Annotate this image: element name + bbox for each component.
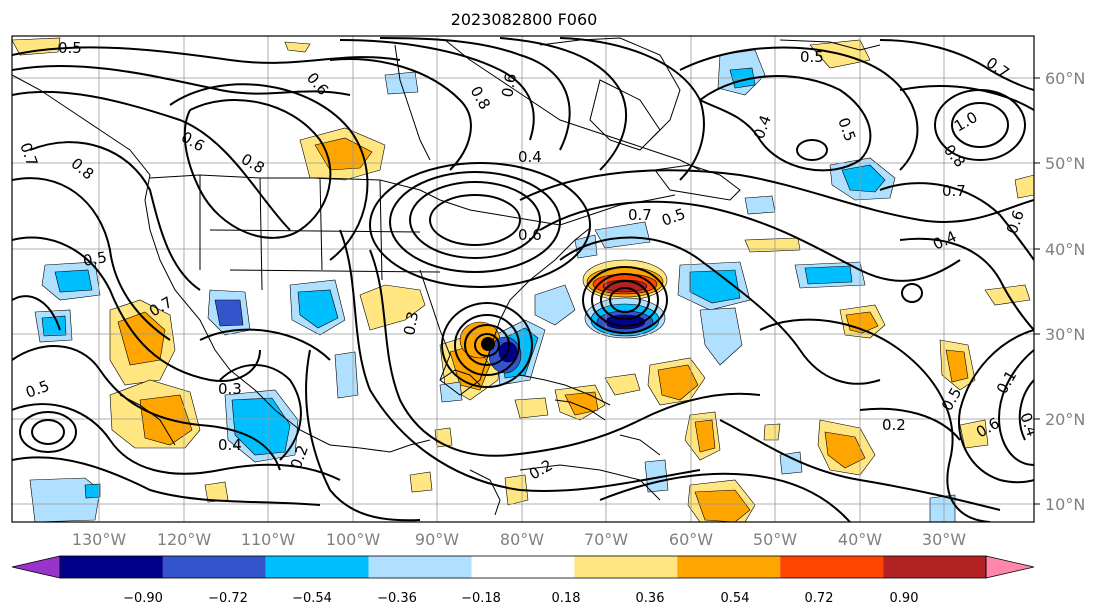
colorbar-extend-max xyxy=(985,555,1035,579)
contour-label: 0.7 xyxy=(942,182,966,200)
lat-label: 50°N xyxy=(1045,154,1085,173)
colorbar-tick-label: −0.54 xyxy=(292,591,332,606)
longitude-axis: 130°W 120°W 110°W 100°W 90°W 80°W 70°W 6… xyxy=(72,530,966,549)
colorbar-swatch xyxy=(265,556,369,578)
lon-label: 40°W xyxy=(838,530,882,549)
contour-label: 0.6 xyxy=(518,226,542,244)
storm-center-marker xyxy=(481,337,495,351)
lon-label: 30°W xyxy=(922,530,966,549)
colorbar-swatch xyxy=(574,556,678,578)
lat-label: 40°N xyxy=(1045,240,1085,259)
map-panel: 0.5 0.6 0.7 0.8 0.8 0.7 0.5 0.3 0.4 0.2 … xyxy=(12,36,1034,522)
colorbar-extend-min xyxy=(11,555,61,579)
colorbar-swatch xyxy=(471,556,575,578)
contour-label: 0.4 xyxy=(218,436,242,454)
colorbar-tick-label: −0.90 xyxy=(123,591,163,606)
colorbar-tick-label: −0.36 xyxy=(377,591,417,606)
contour-label: 0.4 xyxy=(518,148,542,166)
coastlines xyxy=(12,37,881,516)
colorbar xyxy=(11,555,1035,579)
latitude-axis: 60°N 50°N 40°N 30°N 20°N 10°N xyxy=(1034,69,1085,514)
contour-label: 0.2 xyxy=(882,416,906,434)
contour-label: 0.5 xyxy=(800,48,824,66)
graticule xyxy=(12,36,1034,522)
colorbar-swatch xyxy=(883,556,986,578)
colorbar-swatch xyxy=(60,556,163,578)
colorbar-swatch xyxy=(162,556,266,578)
lon-label: 130°W xyxy=(72,530,127,549)
colorbar-tick-label: 0.54 xyxy=(721,591,750,606)
colorbar-tick-label: 0.90 xyxy=(890,591,919,606)
contour-label: 0.5 xyxy=(58,39,82,57)
contour-label: 0.6 xyxy=(498,72,520,99)
contour-label: 0.3 xyxy=(218,380,242,398)
colorbar-tick-label: −0.72 xyxy=(208,591,248,606)
colorbar-swatch xyxy=(368,556,472,578)
lat-label: 10°N xyxy=(1045,495,1085,514)
contour-label: 0.5 xyxy=(82,248,109,270)
colorbar-swatch xyxy=(780,556,884,578)
contour-lines xyxy=(12,37,1034,522)
lon-label: 50°W xyxy=(753,530,797,549)
lon-label: 90°W xyxy=(415,530,459,549)
colorbar-frame xyxy=(59,555,987,579)
lon-label: 110°W xyxy=(241,530,296,549)
contour-label: 0.3 xyxy=(400,310,422,337)
map-frame xyxy=(11,35,1035,523)
lon-label: 60°W xyxy=(669,530,713,549)
lon-label: 70°W xyxy=(584,530,628,549)
lat-label: 20°N xyxy=(1045,410,1085,429)
colorbar-tick-label: 0.18 xyxy=(552,591,581,606)
contour-label: 0.7 xyxy=(628,206,652,224)
lon-label: 80°W xyxy=(500,530,544,549)
lat-label: 60°N xyxy=(1045,69,1085,88)
colorbar-tick-label: 0.36 xyxy=(636,591,665,606)
colorbar-swatch xyxy=(677,556,781,578)
lon-label: 100°W xyxy=(326,530,381,549)
lat-label: 30°N xyxy=(1045,325,1085,344)
lon-label: 120°W xyxy=(157,530,212,549)
colorbar-ticks: −0.90 −0.72 −0.54 −0.36 −0.18 0.18 0.36 … xyxy=(123,591,918,606)
map-title: 2023082800 F060 xyxy=(450,10,598,29)
colorbar-tick-label: 0.72 xyxy=(805,591,834,606)
colorbar-tick-label: −0.18 xyxy=(461,591,501,606)
